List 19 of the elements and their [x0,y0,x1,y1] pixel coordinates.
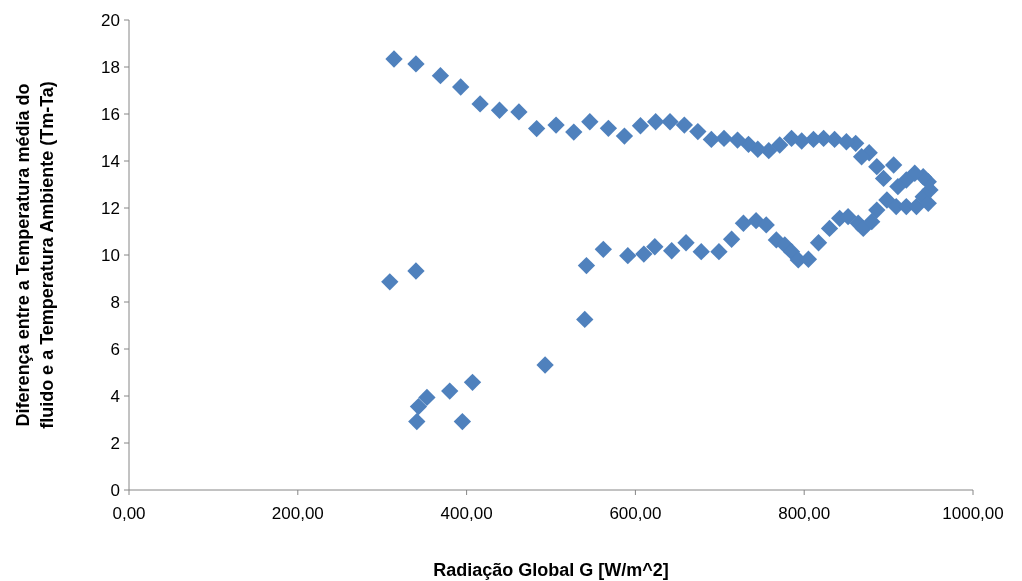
y-axis-title: Diferença entre a Temperatura média do fluido e a Temperatura Ambiente (Tm-Ta) [13,81,57,429]
y-tick-label: 2 [110,433,120,453]
y-tick-label: 10 [101,245,120,265]
y-tick-label: 12 [101,198,120,218]
y-tick-label: 6 [110,339,120,359]
y-tick-label: 0 [110,480,120,500]
x-tick-label: 1000,00 [942,504,1004,523]
x-tick-label: 600,00 [609,504,662,523]
x-tick-label: 800,00 [778,504,831,523]
y-tick-label: 20 [101,10,120,30]
y-tick-label: 8 [110,292,120,312]
y-tick-label: 16 [101,104,120,124]
y-tick-label: 4 [110,386,120,406]
x-tick-label: 0,00 [112,504,146,523]
y-tick-label: 14 [101,151,120,171]
x-tick-label: 400,00 [440,504,493,523]
x-axis-title: Radiação Global G [W/m^2] [433,560,669,580]
y-tick-label: 18 [101,57,120,77]
x-tick-label: 200,00 [271,504,324,523]
